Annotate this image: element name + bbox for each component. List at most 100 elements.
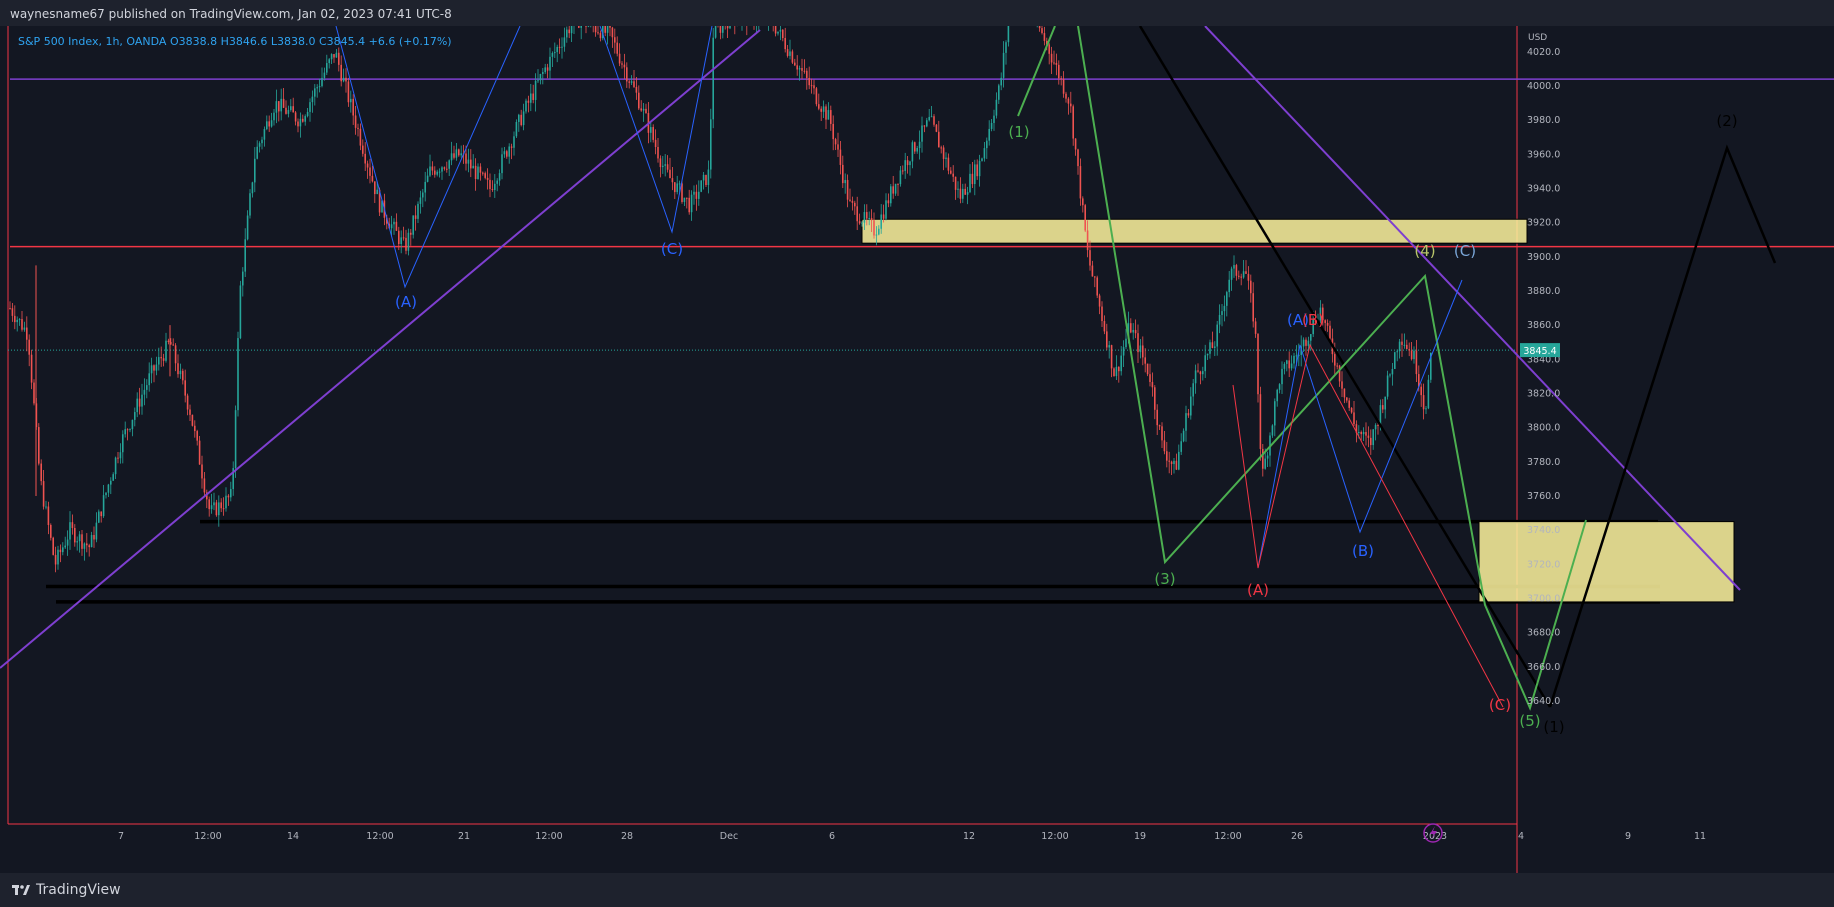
- candle-body: [952, 173, 954, 177]
- candle-body: [930, 116, 933, 118]
- candle-body: [974, 164, 976, 185]
- price-axis[interactable]: USD 4020.0 4000.0 3980.0 3960.0 3940.0 3920.0 3…: [1520, 33, 1560, 707]
- candle-body: [1310, 334, 1312, 341]
- candle-body: [455, 149, 458, 158]
- price-tick-label: 4000.0: [1527, 81, 1560, 92]
- candle-body: [1247, 273, 1250, 281]
- candle-body: [352, 98, 354, 116]
- candle-body: [424, 181, 426, 193]
- candle-body: [33, 382, 35, 404]
- candle-body: [486, 177, 489, 180]
- candle-body: [1283, 363, 1286, 369]
- candle-body: [1386, 375, 1389, 397]
- price-chart[interactable]: (A)(C)(1)(3)(A)(A)(B)(B)(4) (C)(C)(5) (1)(…: [0, 26, 1834, 873]
- candle-body: [1312, 319, 1314, 335]
- candle-body: [1089, 250, 1091, 266]
- candle-body: [1108, 345, 1110, 348]
- candle-body: [1226, 292, 1228, 306]
- candle-body: [854, 202, 856, 207]
- candle-body: [371, 175, 374, 182]
- candle-body: [1353, 412, 1355, 425]
- horizontal-levels: [10, 78, 1834, 604]
- candle-body: [820, 108, 822, 112]
- time-tick-label: 26: [1291, 831, 1303, 842]
- candle-body: [671, 178, 674, 183]
- candle-body: [506, 151, 508, 157]
- candle-body: [280, 98, 282, 112]
- candle-body: [1007, 26, 1010, 43]
- candle-body: [1348, 400, 1350, 408]
- candle-body: [402, 237, 405, 239]
- candle-body: [563, 37, 566, 47]
- candle-body: [131, 419, 134, 430]
- candle-body: [494, 183, 496, 190]
- candle-body: [722, 26, 724, 33]
- candle-body: [1137, 333, 1139, 353]
- candle-body: [1372, 429, 1374, 446]
- candle-body: [321, 77, 323, 87]
- price-tick-label: 3820.0: [1527, 389, 1560, 400]
- candle-body: [1113, 368, 1115, 377]
- candle-body: [839, 149, 842, 165]
- candle-body: [184, 380, 186, 396]
- candle-body: [654, 139, 657, 147]
- candle-body: [390, 224, 393, 229]
- wave-label: (B): [1352, 542, 1374, 560]
- candle-body: [1394, 352, 1396, 369]
- candle-body: [621, 63, 623, 65]
- candle-body: [873, 220, 875, 236]
- candle-body: [856, 206, 858, 222]
- wave-label: (C): [1489, 696, 1511, 714]
- green-impulse: [1077, 26, 1587, 711]
- candle-body: [544, 67, 546, 73]
- candle-body: [635, 86, 638, 93]
- tradingview-logo[interactable]: TradingView: [12, 882, 121, 898]
- candle-body: [712, 37, 714, 120]
- candle-body: [940, 147, 942, 149]
- candle-body: [796, 65, 798, 70]
- candle-body: [1134, 329, 1137, 334]
- chart-grid: [7, 26, 1518, 873]
- candle-body: [434, 170, 436, 175]
- price-tick-label: 4020.0: [1527, 47, 1560, 58]
- zones: [861, 218, 1735, 603]
- candle-body: [254, 158, 256, 183]
- candle-body: [117, 457, 119, 459]
- candle-body: [986, 140, 988, 149]
- candle-body: [1158, 425, 1161, 427]
- candle-body: [508, 146, 510, 157]
- candle-body: [362, 145, 364, 154]
- candle-body: [1365, 432, 1367, 436]
- candle-body: [918, 141, 921, 149]
- candle-body: [297, 121, 299, 127]
- candle-body: [93, 535, 95, 540]
- price-tick-label: 3660.0: [1527, 662, 1560, 673]
- candle-body: [1199, 371, 1202, 375]
- candle-body: [66, 539, 69, 546]
- candle-body: [453, 153, 455, 158]
- candle-body: [1341, 381, 1343, 389]
- candle-body: [1070, 103, 1072, 107]
- candle-body: [52, 537, 54, 555]
- candle-body: [376, 189, 378, 195]
- candle-body: [950, 170, 952, 174]
- candle-body: [1396, 351, 1398, 353]
- candle-body: [1350, 407, 1353, 413]
- candle-body: [803, 70, 806, 72]
- candle-body: [182, 370, 184, 381]
- candle-body: [534, 80, 537, 100]
- candle-body: [1382, 405, 1384, 410]
- candle-body: [580, 26, 582, 28]
- candle-body: [129, 429, 131, 431]
- candle-body: [1305, 339, 1307, 346]
- candle-body: [1043, 33, 1046, 41]
- candle-body: [1077, 149, 1079, 167]
- time-axis[interactable]: 7 12:00 14 12:00 21 12:00 28 Dec 6 12 12:00 19 12:00…: [118, 823, 1706, 843]
- candle-body: [585, 26, 587, 27]
- candle-body: [450, 153, 453, 161]
- price-tick-label: 3960.0: [1527, 149, 1560, 160]
- candle-body: [998, 85, 1000, 100]
- candle-body: [119, 452, 122, 459]
- candle-body: [165, 340, 167, 361]
- candle-body: [527, 100, 530, 103]
